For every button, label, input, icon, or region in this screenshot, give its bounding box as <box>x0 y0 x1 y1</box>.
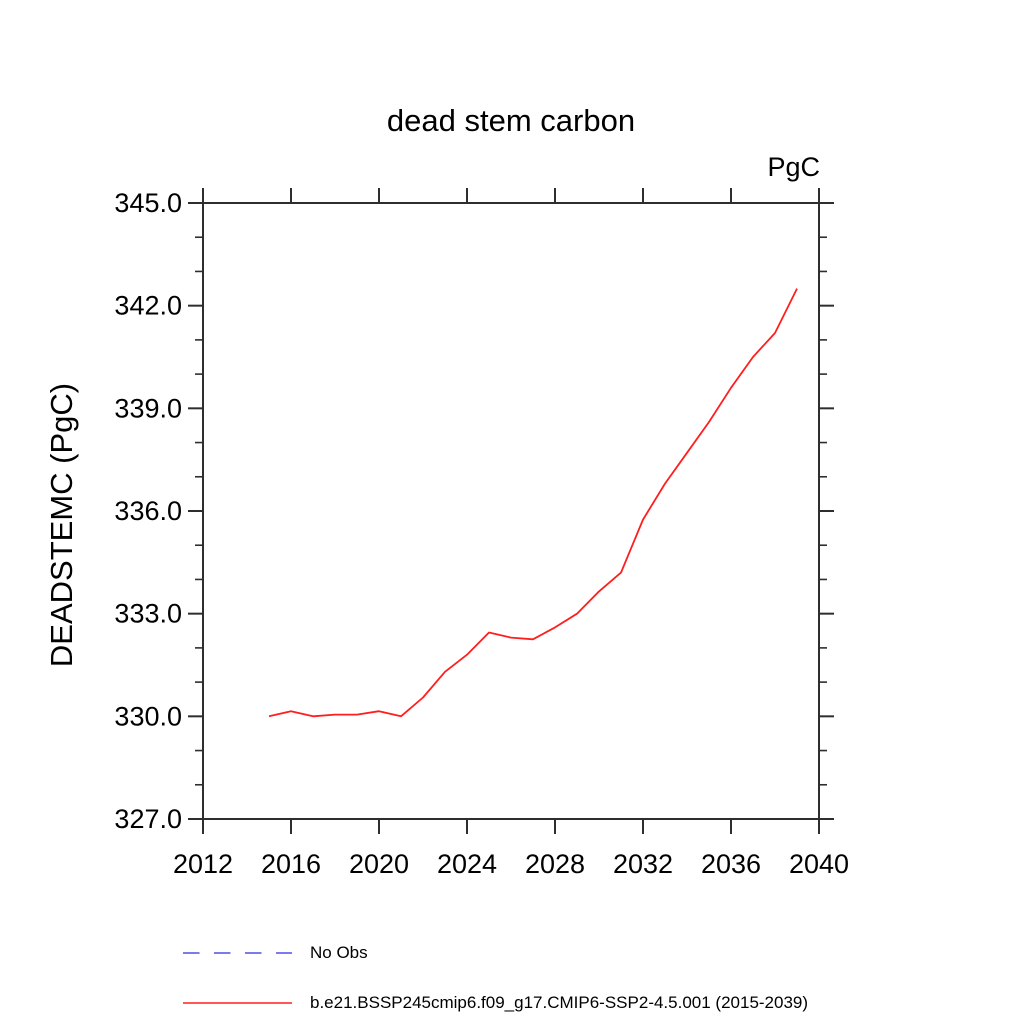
no-obs-dashed-line-sample <box>183 952 292 954</box>
svg-text:2016: 2016 <box>261 849 321 879</box>
series-line <box>268 288 798 718</box>
svg-text:2028: 2028 <box>525 849 585 879</box>
svg-text:2036: 2036 <box>701 849 761 879</box>
svg-text:342.0: 342.0 <box>114 291 182 321</box>
legend-label-model-run: b.e21.BSSP245cmip6.f09_g17.CMIP6-SSP2-4.… <box>310 993 809 1012</box>
svg-text:345.0: 345.0 <box>114 188 182 218</box>
svg-text:330.0: 330.0 <box>114 701 182 731</box>
legend-label-no-obs: No Obs <box>310 943 368 962</box>
legend-entry-no-obs: No Obs <box>183 943 368 963</box>
units-label: PgC <box>767 152 820 182</box>
svg-text:2012: 2012 <box>173 849 233 879</box>
svg-text:336.0: 336.0 <box>114 496 182 526</box>
svg-text:2024: 2024 <box>437 849 497 879</box>
svg-text:2032: 2032 <box>613 849 673 879</box>
svg-text:327.0: 327.0 <box>114 804 182 834</box>
svg-text:2040: 2040 <box>789 849 849 879</box>
model-run-line-sample <box>183 1002 292 1004</box>
svg-text:333.0: 333.0 <box>114 599 182 629</box>
svg-text:2020: 2020 <box>349 849 409 879</box>
chart-title: dead stem carbon <box>386 103 636 138</box>
legend-entry-model-run: b.e21.BSSP245cmip6.f09_g17.CMIP6-SSP2-4.… <box>183 993 808 1013</box>
svg-text:339.0: 339.0 <box>114 393 182 423</box>
